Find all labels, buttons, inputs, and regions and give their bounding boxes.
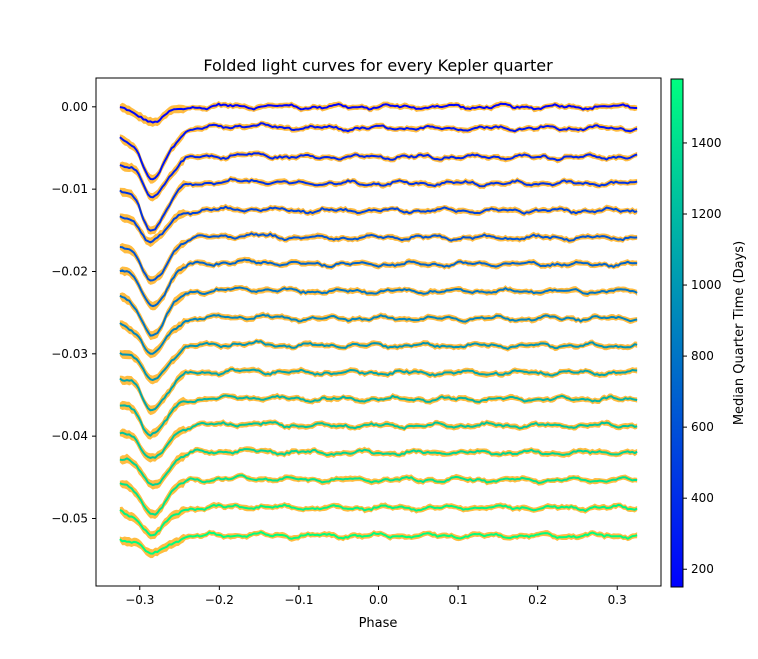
series-layer (119, 100, 638, 559)
colorbar-tick-label: 200 (691, 562, 714, 576)
light-curve-line (119, 258, 638, 308)
x-tick-label: −0.2 (205, 593, 234, 607)
light-curve-line (119, 205, 638, 244)
x-tick-label: 0.0 (369, 593, 388, 607)
light-curve-line (119, 152, 638, 199)
light-curve-line (119, 232, 638, 282)
light-curve-line (119, 122, 638, 181)
x-tick-label: −0.1 (284, 593, 313, 607)
y-tick-label: −0.03 (51, 347, 88, 361)
y-tick-label: −0.02 (51, 264, 88, 278)
error-band (119, 338, 638, 385)
colorbar-tick-label: 600 (691, 420, 714, 434)
x-tick-label: 0.1 (449, 593, 468, 607)
colorbar-tick-label: 400 (691, 491, 714, 505)
chart-title: Folded light curves for every Kepler qua… (203, 56, 553, 75)
light-curve-line (119, 339, 638, 382)
light-curve-line (119, 421, 638, 459)
x-tick-label: 0.3 (608, 593, 627, 607)
colorbar-tick-label: 1400 (691, 136, 722, 150)
colorbar-tick-label: 1200 (691, 207, 722, 221)
colorbar-axis: 200 400 600 800 1000 1200 1400 (683, 136, 722, 576)
x-tick-label: −0.3 (125, 593, 154, 607)
colorbar-tick-label: 800 (691, 349, 714, 363)
error-band (119, 501, 638, 540)
light-curve-line (119, 531, 638, 555)
light-curve-line (119, 474, 638, 516)
light-curve-line (119, 102, 638, 124)
colorbar-tick-label: 1000 (691, 278, 722, 292)
x-axis: −0.3 −0.2 −0.1 0.0 0.1 0.2 0.3 (125, 586, 627, 607)
light-curve-line (119, 503, 638, 537)
plot-background (96, 78, 661, 586)
y-tick-label: 0.00 (61, 100, 88, 114)
y-tick-label: −0.01 (51, 182, 88, 196)
light-curve-line (119, 394, 638, 437)
error-band (119, 419, 638, 463)
light-curve-line (119, 286, 638, 337)
light-curve-line (119, 367, 638, 412)
y-tick-label: −0.04 (51, 429, 88, 443)
error-band (119, 120, 638, 184)
error-band (119, 529, 638, 559)
y-tick-label: −0.05 (51, 511, 88, 525)
error-band (119, 203, 638, 248)
light-curve-line (119, 313, 638, 355)
x-tick-label: 0.2 (528, 593, 547, 607)
light-curve-line (119, 177, 638, 232)
colorbar-label: Median Quarter Time (Days) (732, 241, 747, 425)
colorbar (670, 78, 684, 588)
error-band (119, 392, 638, 440)
x-axis-label: Phase (359, 616, 398, 631)
y-axis: 0.00 −0.01 −0.02 −0.03 −0.04 −0.05 (51, 100, 96, 525)
light-curve-line (119, 448, 638, 487)
